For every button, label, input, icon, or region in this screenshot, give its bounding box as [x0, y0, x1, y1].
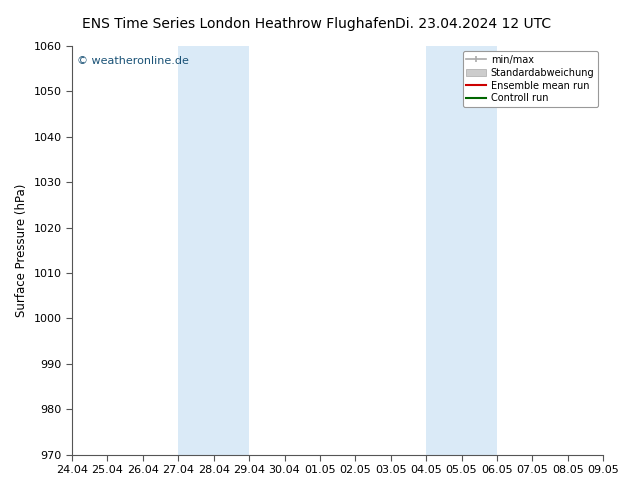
Bar	[426, 46, 497, 455]
Text: ENS Time Series London Heathrow Flughafen: ENS Time Series London Heathrow Flughafe…	[82, 17, 396, 31]
Text: Di. 23.04.2024 12 UTC: Di. 23.04.2024 12 UTC	[396, 17, 552, 31]
Y-axis label: Surface Pressure (hPa): Surface Pressure (hPa)	[15, 184, 28, 317]
Bar	[178, 46, 249, 455]
Text: © weatheronline.de: © weatheronline.de	[77, 56, 190, 66]
Legend: min/max, Standardabweichung, Ensemble mean run, Controll run: min/max, Standardabweichung, Ensemble me…	[463, 51, 598, 107]
